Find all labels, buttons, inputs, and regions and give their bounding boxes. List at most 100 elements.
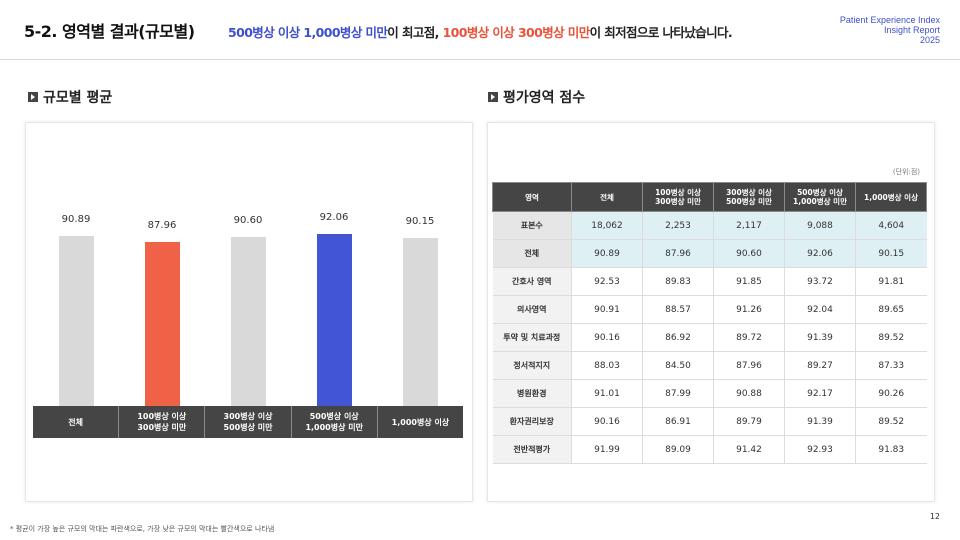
- bar: [230, 236, 266, 406]
- column-header: 전체: [571, 182, 643, 212]
- column-header: 100병상 이상 300병상 미만: [642, 182, 714, 212]
- table-cell: 89.65: [855, 295, 927, 324]
- table-cell: 91.99: [571, 435, 643, 464]
- arrow-box-icon: [28, 92, 38, 102]
- table-cell: 88.57: [642, 295, 714, 324]
- bar-chart-panel: 전체 100병상 이상 300병상 미만 300병상 이상 500병상 미만 500병…: [25, 122, 473, 502]
- table-cell: 92.06: [784, 239, 856, 268]
- row-label: 의사영역: [492, 295, 572, 324]
- table-cell: 91.81: [855, 267, 927, 296]
- table-cell: 90.16: [571, 407, 643, 436]
- right-section-title: 평가영역 점수: [503, 90, 586, 106]
- row-label: 병원환경: [492, 379, 572, 408]
- bar-value-label: 87.96: [147, 219, 177, 231]
- unit-label: (단위:점): [892, 168, 920, 176]
- header: 5-2. 영역별 결과(규모별) 500병상 이상 1,000병상 미만이 최고…: [0, 0, 960, 60]
- row-label: 정서적지지: [492, 351, 572, 380]
- table-cell: 91.39: [784, 407, 856, 436]
- table-cell: 9,088: [784, 211, 856, 240]
- table-cell: 90.26: [855, 379, 927, 408]
- arrow-box-icon: [488, 92, 498, 102]
- headline-part: 이 최저점으로 나타났습니다.: [589, 25, 733, 40]
- table-cell: 90.15: [855, 239, 927, 268]
- row-label: 환자권리보장: [492, 407, 572, 436]
- table-cell: 93.72: [784, 267, 856, 296]
- table-cell: 92.53: [571, 267, 643, 296]
- table-cell: 86.92: [642, 323, 714, 352]
- category-label: 500병상 이상 1,000병상 미만: [292, 406, 378, 438]
- score-table-panel: (단위:점) 영역 전체 100병상 이상 300병상 미만 300병상 이상 500…: [487, 122, 935, 502]
- table-cell: 89.09: [642, 435, 714, 464]
- table-cell: 87.99: [642, 379, 714, 408]
- headline-summary: 500병상 이상 1,000병상 미만이 최고점, 100병상 이상 300병상…: [228, 22, 733, 41]
- table-cell: 88.03: [571, 351, 643, 380]
- report-label: Patient Experience Index Insight Report 20…: [840, 15, 940, 45]
- left-section-heading: 규모별 평균: [28, 87, 112, 107]
- bar: [58, 236, 94, 406]
- left-section-title: 규모별 평균: [43, 90, 113, 106]
- table-cell: 89.83: [642, 267, 714, 296]
- category-label: 300병상 이상 500병상 미만: [205, 406, 292, 438]
- table-row: 투약 및 치료과정 90.16 86.92 89.72 91.39 89.52: [492, 323, 927, 352]
- table-cell: 89.72: [713, 323, 785, 352]
- bar: [316, 234, 352, 406]
- table-row: 표본수 18,062 2,253 2,117 9,088 4,604: [492, 211, 927, 240]
- column-header: 500병상 이상 1,000병상 미만: [784, 182, 856, 212]
- category-label: 전체: [33, 406, 120, 438]
- bar: [402, 237, 438, 406]
- table-cell: 18,062: [571, 211, 643, 240]
- row-label: 전체: [492, 239, 572, 268]
- table-cell: 90.88: [713, 379, 785, 408]
- table-cell: 92.17: [784, 379, 856, 408]
- table-cell: 90.91: [571, 295, 643, 324]
- table-row: 전체 90.89 87.96 90.60 92.06 90.15: [492, 239, 927, 268]
- table-cell: 91.39: [784, 323, 856, 352]
- bar-value-label: 90.60: [233, 214, 263, 226]
- table-cell: 4,604: [855, 211, 927, 240]
- report-label-line: 2025: [919, 35, 940, 45]
- table-cell: 89.79: [713, 407, 785, 436]
- score-table: 영역 전체 100병상 이상 300병상 미만 300병상 이상 500병상 미만 50…: [492, 182, 927, 464]
- table-cell: 2,117: [713, 211, 785, 240]
- table-cell: 84.50: [642, 351, 714, 380]
- table-cell: 2,253: [642, 211, 714, 240]
- column-header: 영역: [492, 182, 572, 212]
- table-cell: 90.89: [571, 239, 643, 268]
- table-row: 환자권리보장 90.16 86.91 89.79 91.39 89.52: [492, 407, 927, 436]
- table-cell: 92.93: [784, 435, 856, 464]
- table-row: 간호사 영역 92.53 89.83 91.85 93.72 91.81: [492, 267, 927, 296]
- table-cell: 90.16: [571, 323, 643, 352]
- page-title: 5-2. 영역별 결과(규모별): [24, 22, 195, 41]
- bar-value-label: 90.89: [61, 214, 91, 226]
- table-row: 병원환경 91.01 87.99 90.88 92.17 90.26: [492, 379, 927, 408]
- report-label-line: Patient Experience Index: [839, 15, 940, 25]
- table-cell: 91.85: [713, 267, 785, 296]
- table-cell: 90.60: [713, 239, 785, 268]
- bar: [144, 241, 180, 406]
- table-cell: 91.42: [713, 435, 785, 464]
- category-label: 1,000병상 이상: [391, 417, 450, 427]
- chart-category-axis: 전체 100병상 이상 300병상 미만 300병상 이상 500병상 미만 500병…: [33, 406, 463, 438]
- table-cell: 92.04: [784, 295, 856, 324]
- page-number: 12: [929, 512, 940, 521]
- bar-value-label: 92.06: [319, 212, 349, 223]
- table-cell: 91.83: [855, 435, 927, 464]
- column-header: 300병상 이상 500병상 미만: [713, 182, 785, 212]
- row-label: 투약 및 치료과정: [492, 323, 572, 352]
- table-cell: 89.27: [784, 351, 856, 380]
- table-row: 전반적평가 91.99 89.09 91.42 92.93 91.83: [492, 435, 927, 464]
- row-label: 표본수: [492, 211, 572, 240]
- table-cell: 87.96: [713, 351, 785, 380]
- table-cell: 86.91: [642, 407, 714, 436]
- column-header: 1,000병상 이상: [855, 182, 927, 212]
- table-cell: 87.33: [855, 351, 927, 380]
- table-row: 정서적지지 88.03 84.50 87.96 89.27 87.33: [492, 351, 927, 380]
- headline-part: 500병상 이상 1,000병상 미만: [228, 25, 388, 40]
- row-label: 간호사 영역: [492, 267, 572, 296]
- report-label-line: Insight Report: [883, 25, 940, 35]
- table-row: 의사영역 90.91 88.57 91.26 92.04 89.65: [492, 295, 927, 324]
- row-label: 전반적평가: [492, 435, 572, 464]
- headline-part: 이 최고점,: [387, 25, 443, 40]
- table-cell: 91.26: [713, 295, 785, 324]
- category-label: 100병상 이상 300병상 미만: [119, 406, 206, 438]
